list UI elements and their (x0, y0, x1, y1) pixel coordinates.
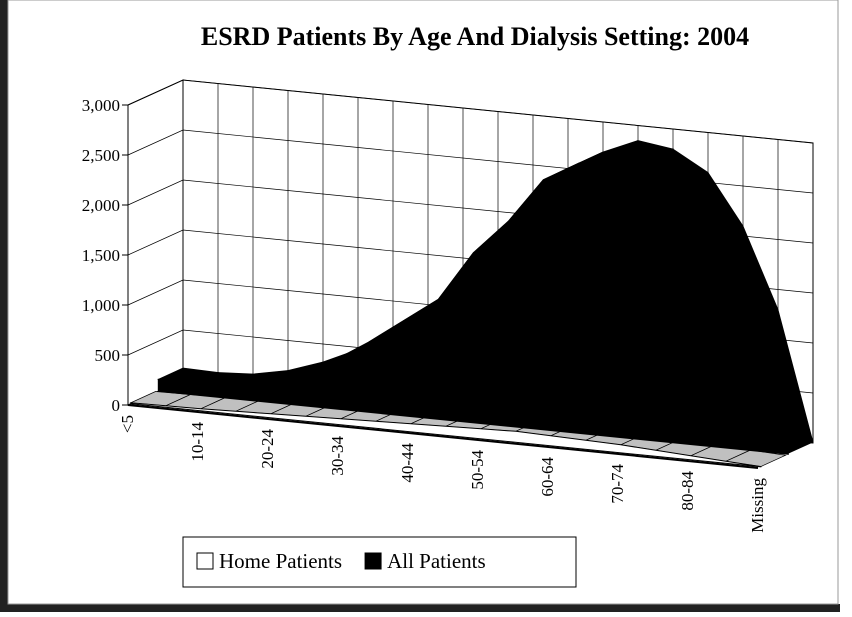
legend-label: Home Patients (219, 549, 342, 573)
x-tick-label: 10-14 (188, 422, 207, 462)
x-tick-label: 20-24 (258, 429, 277, 469)
x-tick-label: 80-84 (678, 471, 697, 511)
legend-swatch (196, 552, 214, 570)
area (157, 151, 789, 455)
x-tick-label: 40-44 (398, 443, 417, 483)
area (130, 402, 762, 468)
frame-shadow (0, 0, 8, 610)
y-tick-label: 500 (95, 346, 121, 365)
x-tick-label: 30-34 (328, 436, 347, 476)
x-tick-label: 50-54 (468, 450, 487, 490)
x-tick-label: Missing (748, 478, 767, 533)
y-tick-label: 1,000 (82, 296, 120, 315)
x-tick-label: 60-64 (538, 457, 557, 497)
y-tick-label: 1,500 (82, 246, 120, 265)
frame-shadow (0, 604, 840, 612)
y-tick-label: 2,500 (82, 146, 120, 165)
chart-title: ESRD Patients By Age And Dialysis Settin… (201, 22, 749, 51)
y-tick-label: 2,000 (82, 196, 120, 215)
legend-label: All Patients (387, 549, 486, 573)
legend-swatch (364, 552, 382, 570)
legend: Home Patients All Patients (182, 536, 577, 588)
x-axis (127, 404, 759, 469)
x-tick-label: <5 (118, 415, 137, 433)
x-tick-label: 70-74 (608, 464, 627, 504)
y-tick-label: 3,000 (82, 96, 120, 115)
y-tick-label: 0 (112, 396, 121, 415)
